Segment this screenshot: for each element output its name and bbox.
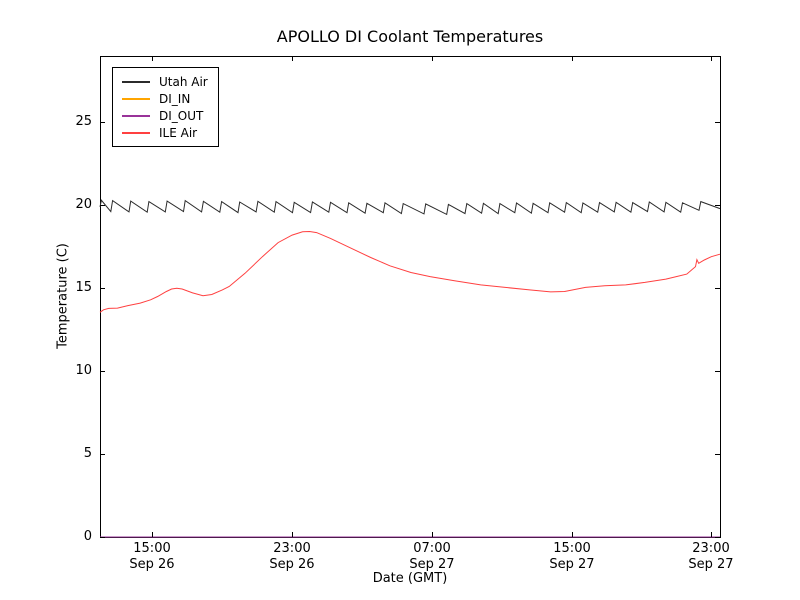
- x-tick-label-0: 15:00 Sep 26: [107, 541, 197, 573]
- legend-label: DI_IN: [159, 91, 191, 106]
- legend-item-di-in: DI_IN: [122, 90, 208, 107]
- legend-box: Utah Air DI_IN DI_OUT ILE Air: [112, 67, 219, 147]
- series-line-ile-air: [99, 230, 721, 313]
- x-tick-time: 07:00: [413, 541, 451, 556]
- x-tick-date: Sep 27: [688, 557, 734, 572]
- y-tick-label-25: 25: [75, 114, 92, 129]
- x-tick-date: Sep 27: [549, 557, 595, 572]
- x-tick-label-1: 23:00 Sep 26: [247, 541, 337, 573]
- x-tick-time: 15:00: [553, 541, 591, 556]
- legend-label: Utah Air: [159, 74, 208, 89]
- legend-label: DI_OUT: [159, 108, 204, 123]
- x-tick-date: Sep 26: [129, 557, 175, 572]
- x-tick-label-4: 23:00 Sep 27: [666, 541, 756, 573]
- y-tick-label-0: 0: [83, 529, 92, 544]
- x-axis-label: Date (GMT): [372, 571, 448, 586]
- y-tick-label-20: 20: [75, 197, 92, 212]
- legend-item-utah-air: Utah Air: [122, 73, 208, 90]
- legend-line-di-in: [122, 97, 150, 100]
- y-tick-label-15: 15: [75, 280, 92, 295]
- x-tick-time: 15:00: [133, 541, 171, 556]
- legend-label: ILE Air: [159, 125, 198, 140]
- chart-title: APOLLO DI Coolant Temperatures: [276, 27, 544, 46]
- x-tick-time: 23:00: [273, 541, 311, 556]
- y-tick-label-10: 10: [75, 363, 92, 378]
- series-line-utah-air: [99, 199, 721, 216]
- x-tick-label-3: 15:00 Sep 27: [527, 541, 617, 573]
- x-tick-date: Sep 27: [409, 557, 455, 572]
- legend-item-ile-air: ILE Air: [122, 124, 208, 141]
- legend-item-di-out: DI_OUT: [122, 107, 208, 124]
- x-tick-time: 23:00: [692, 541, 730, 556]
- legend-line-di-out: [122, 114, 150, 117]
- x-tick-date: Sep 26: [269, 557, 315, 572]
- x-tick-label-2: 07:00 Sep 27: [387, 541, 477, 573]
- y-tick-label-5: 5: [83, 446, 92, 461]
- legend-line-ile-air: [122, 131, 150, 134]
- legend-line-utah-air: [122, 80, 150, 83]
